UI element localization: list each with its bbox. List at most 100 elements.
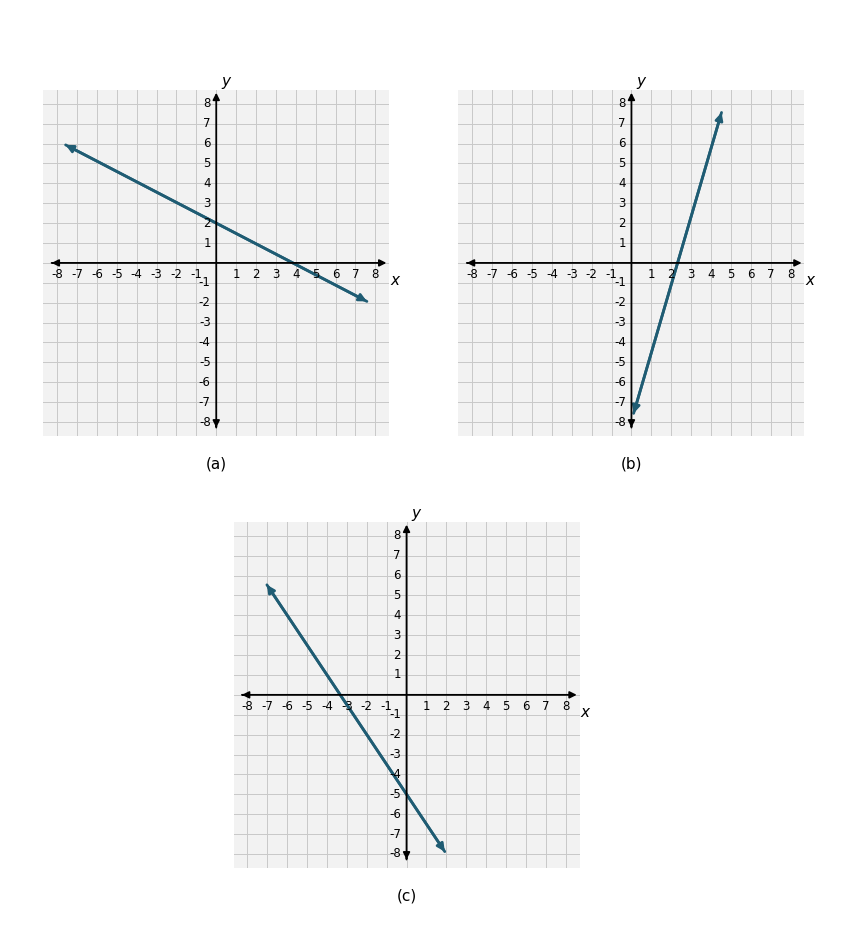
Text: -8: -8 [51, 269, 63, 282]
Text: y: y [637, 74, 645, 89]
Text: -5: -5 [111, 269, 123, 282]
Text: x: x [805, 273, 815, 288]
Text: 5: 5 [503, 700, 509, 714]
Text: -6: -6 [506, 269, 518, 282]
Text: -5: -5 [526, 269, 538, 282]
Text: 3: 3 [203, 197, 211, 209]
Text: 3: 3 [463, 700, 470, 714]
Text: 2: 2 [618, 217, 626, 230]
Text: -3: -3 [341, 700, 353, 714]
Text: 5: 5 [727, 269, 734, 282]
Text: 4: 4 [708, 269, 714, 282]
Text: 4: 4 [394, 608, 401, 622]
Text: -5: -5 [614, 356, 626, 369]
Text: -4: -4 [389, 768, 401, 781]
Text: -2: -2 [614, 296, 626, 309]
Text: -5: -5 [199, 356, 211, 369]
Text: -1: -1 [381, 700, 393, 714]
Text: 7: 7 [767, 269, 774, 282]
Text: 1: 1 [233, 269, 240, 282]
Text: -4: -4 [199, 336, 211, 349]
Text: 2: 2 [668, 269, 675, 282]
Text: 2: 2 [253, 269, 260, 282]
Text: 7: 7 [542, 700, 549, 714]
Text: 8: 8 [394, 530, 401, 543]
Text: -4: -4 [321, 700, 333, 714]
Text: 7: 7 [618, 117, 626, 131]
Text: x: x [580, 705, 590, 720]
Text: 6: 6 [394, 569, 401, 582]
Text: -6: -6 [199, 376, 211, 389]
Text: -4: -4 [614, 336, 626, 349]
Text: -7: -7 [486, 269, 498, 282]
Text: 5: 5 [618, 157, 626, 170]
Text: y: y [412, 506, 420, 521]
Text: -7: -7 [389, 827, 401, 840]
Text: 6: 6 [203, 137, 211, 150]
Text: 6: 6 [618, 137, 626, 150]
Text: 1: 1 [394, 669, 401, 682]
Text: 6: 6 [522, 700, 529, 714]
Text: 2: 2 [443, 700, 450, 714]
Text: 7: 7 [352, 269, 359, 282]
Text: x: x [390, 273, 400, 288]
Text: 1: 1 [618, 237, 626, 250]
Text: 3: 3 [618, 197, 626, 209]
Text: -3: -3 [614, 316, 626, 329]
Text: (c): (c) [396, 888, 417, 903]
Text: -5: -5 [301, 700, 313, 714]
Text: 5: 5 [203, 157, 211, 170]
Text: 2: 2 [203, 217, 211, 230]
Text: 1: 1 [648, 269, 655, 282]
Text: 4: 4 [618, 177, 626, 190]
Text: -7: -7 [614, 395, 626, 408]
Text: -4: -4 [131, 269, 143, 282]
Text: (b): (b) [621, 456, 642, 471]
Text: 4: 4 [483, 700, 490, 714]
Text: 3: 3 [688, 269, 695, 282]
Text: -2: -2 [389, 728, 401, 741]
Text: -6: -6 [91, 269, 103, 282]
Text: -7: -7 [261, 700, 273, 714]
Text: 3: 3 [394, 629, 401, 641]
Text: -6: -6 [281, 700, 293, 714]
Text: 4: 4 [292, 269, 299, 282]
Text: 8: 8 [618, 98, 626, 111]
Text: y: y [221, 74, 230, 89]
Text: -1: -1 [614, 276, 626, 289]
Text: -3: -3 [199, 316, 211, 329]
Text: -8: -8 [614, 415, 626, 428]
Text: (a): (a) [206, 456, 227, 471]
Text: -1: -1 [606, 269, 618, 282]
Text: 6: 6 [332, 269, 339, 282]
Text: -3: -3 [389, 748, 401, 761]
Text: -7: -7 [199, 395, 211, 408]
Text: -1: -1 [389, 708, 401, 721]
Text: -8: -8 [466, 269, 478, 282]
Text: 3: 3 [272, 269, 279, 282]
Text: -3: -3 [566, 269, 578, 282]
Text: 8: 8 [372, 269, 379, 282]
Text: -8: -8 [199, 415, 211, 428]
Text: 6: 6 [747, 269, 754, 282]
Text: -2: -2 [170, 269, 183, 282]
Text: 7: 7 [394, 549, 401, 562]
Text: -2: -2 [586, 269, 598, 282]
Text: 8: 8 [562, 700, 569, 714]
Text: 5: 5 [312, 269, 319, 282]
Text: 4: 4 [203, 177, 211, 190]
Text: -1: -1 [199, 276, 211, 289]
Text: -6: -6 [614, 376, 626, 389]
Text: -2: -2 [361, 700, 373, 714]
Text: 2: 2 [394, 649, 401, 662]
Text: -8: -8 [389, 847, 401, 860]
Text: 8: 8 [787, 269, 794, 282]
Text: 7: 7 [203, 117, 211, 131]
Text: -7: -7 [71, 269, 83, 282]
Text: -8: -8 [241, 700, 253, 714]
Text: -3: -3 [151, 269, 163, 282]
Text: -2: -2 [199, 296, 211, 309]
Text: 8: 8 [203, 98, 211, 111]
Text: -6: -6 [389, 808, 401, 821]
Text: 1: 1 [203, 237, 211, 250]
